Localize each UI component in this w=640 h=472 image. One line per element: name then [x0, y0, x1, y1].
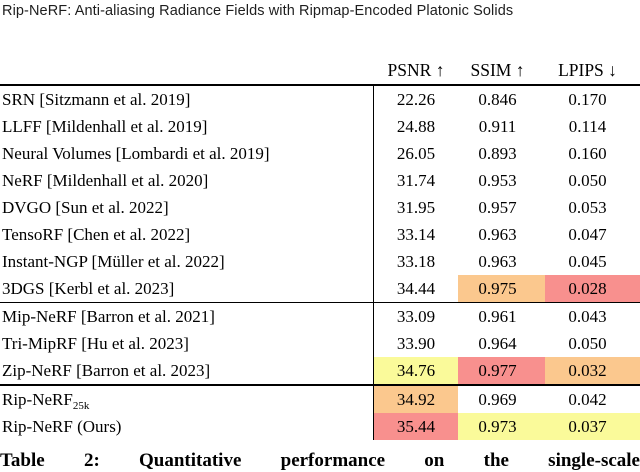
method-name: Rip-NeRF25k — [0, 386, 374, 413]
lpips-value: 0.114 — [568, 117, 607, 136]
method-name: Rip-NeRF (Ours) — [0, 413, 374, 440]
method-name: Neural Volumes [Lombardi et al. 2019] — [0, 140, 374, 167]
table-caption: Table 2: Quantitative performance on the… — [0, 450, 640, 471]
table-row: Neural Volumes [Lombardi et al. 2019] 26… — [0, 140, 640, 167]
method-name: LLFF [Mildenhall et al. 2019] — [0, 113, 374, 140]
method-name: DVGO [Sun et al. 2022] — [0, 194, 374, 221]
ssim-value: 0.893 — [478, 144, 517, 163]
psnr-value: 35.44 — [374, 413, 458, 440]
ssim-value: 0.977 — [458, 357, 545, 384]
lpips-value: 0.160 — [568, 144, 607, 163]
running-title: Rip-NeRF: Anti-aliasing Radiance Fields … — [2, 3, 514, 19]
ssim-value: 0.911 — [478, 117, 517, 136]
method-name: Zip-NeRF [Barron et al. 2023] — [0, 357, 374, 384]
column-header-ssim: SSIM ↑ — [470, 60, 525, 80]
table-header-row: PSNR ↑ SSIM ↑ LPIPS ↓ — [0, 53, 640, 86]
lpips-value: 0.037 — [545, 413, 640, 440]
group-divider-rule — [0, 384, 640, 386]
lpips-value: 0.047 — [568, 225, 607, 244]
column-header-psnr: PSNR ↑ — [387, 60, 445, 80]
ssim-value: 0.963 — [478, 225, 517, 244]
method-base-label: Rip-NeRF — [2, 390, 73, 409]
ssim-value: 0.846 — [478, 90, 517, 109]
ssim-value: 0.969 — [478, 390, 517, 409]
ssim-value: 0.963 — [478, 252, 517, 271]
lpips-value: 0.043 — [568, 307, 607, 326]
table-row: Mip-NeRF [Barron et al. 2021] 33.09 0.96… — [0, 303, 640, 330]
lpips-value: 0.045 — [568, 252, 607, 271]
psnr-value: 31.74 — [396, 171, 436, 190]
table-row: Tri-MipRF [Hu et al. 2023] 33.90 0.964 0… — [0, 330, 640, 357]
table-row: Rip-NeRF (Ours) 35.44 0.973 0.037 — [0, 413, 640, 440]
method-name: TensoRF [Chen et al. 2022] — [0, 221, 374, 248]
psnr-value: 22.26 — [396, 90, 436, 109]
psnr-value: 31.95 — [396, 198, 436, 217]
psnr-value: 33.90 — [396, 334, 436, 353]
table-row: Zip-NeRF [Barron et al. 2023] 34.76 0.97… — [0, 357, 640, 384]
psnr-value: 34.76 — [374, 357, 458, 384]
table-row: SRN [Sitzmann et al. 2019] 22.26 0.846 0… — [0, 86, 640, 113]
table-row: Instant-NGP [Müller et al. 2022] 33.18 0… — [0, 248, 640, 275]
lpips-value: 0.170 — [568, 90, 607, 109]
table-row: Rip-NeRF25k 34.92 0.969 0.042 — [0, 386, 640, 413]
results-table: PSNR ↑ SSIM ↑ LPIPS ↓ SRN [Sitzmann et a… — [0, 53, 640, 440]
psnr-value: 33.09 — [396, 307, 436, 326]
ssim-value: 0.961 — [478, 307, 517, 326]
lpips-value: 0.050 — [568, 171, 607, 190]
method-name: Tri-MipRF [Hu et al. 2023] — [0, 330, 374, 357]
method-name: NeRF [Mildenhall et al. 2020] — [0, 167, 374, 194]
method-name: Mip-NeRF [Barron et al. 2021] — [0, 303, 374, 330]
ssim-value: 0.957 — [478, 198, 517, 217]
ssim-value: 0.964 — [478, 334, 517, 353]
table-row: LLFF [Mildenhall et al. 2019] 24.88 0.91… — [0, 113, 640, 140]
ssim-value: 0.975 — [458, 275, 545, 302]
method-name: SRN [Sitzmann et al. 2019] — [0, 86, 374, 113]
lpips-value: 0.028 — [545, 275, 640, 302]
table-row: NeRF [Mildenhall et al. 2020] 31.74 0.95… — [0, 167, 640, 194]
lpips-value: 0.050 — [568, 334, 607, 353]
psnr-value: 34.92 — [374, 386, 458, 413]
psnr-value: 34.44 — [396, 279, 436, 298]
table-row: TensoRF [Chen et al. 2022] 33.14 0.963 0… — [0, 221, 640, 248]
lpips-value: 0.032 — [545, 357, 640, 384]
table-row: DVGO [Sun et al. 2022] 31.95 0.957 0.053 — [0, 194, 640, 221]
ssim-value: 0.953 — [478, 171, 517, 190]
ssim-value: 0.973 — [458, 413, 545, 440]
method-subscript: 25k — [72, 400, 90, 412]
method-name: Instant-NGP [Müller et al. 2022] — [0, 248, 374, 275]
psnr-value: 24.88 — [396, 117, 436, 136]
method-name: 3DGS [Kerbl et al. 2023] — [0, 275, 374, 302]
psnr-value: 33.14 — [396, 225, 436, 244]
psnr-value: 33.18 — [396, 252, 436, 271]
table-row: 3DGS [Kerbl et al. 2023] 34.44 0.975 0.0… — [0, 275, 640, 302]
lpips-value: 0.053 — [568, 198, 607, 217]
psnr-value: 26.05 — [396, 144, 436, 163]
group-divider-rule — [0, 302, 640, 303]
column-header-lpips: LPIPS ↓ — [558, 60, 617, 80]
lpips-value: 0.042 — [568, 390, 607, 409]
